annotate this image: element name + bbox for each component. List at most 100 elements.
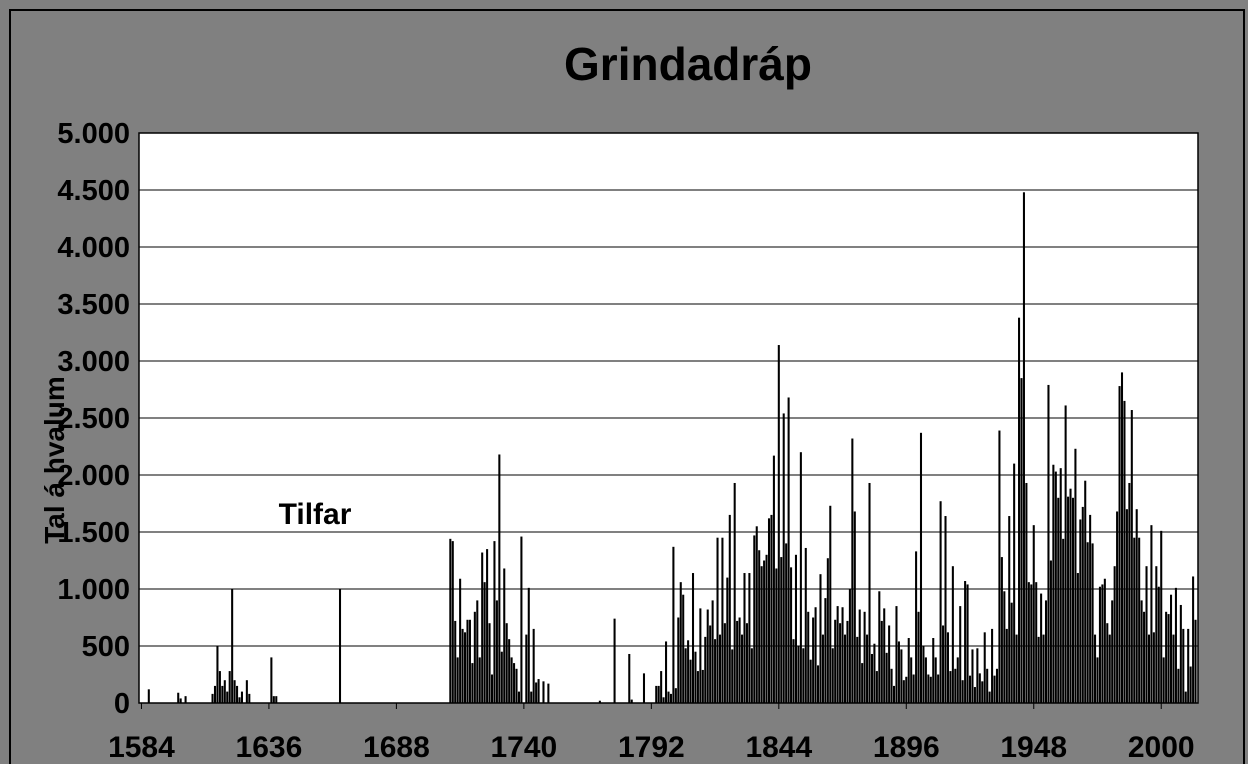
bar bbox=[1167, 614, 1170, 703]
bar bbox=[1086, 542, 1089, 703]
bar bbox=[956, 657, 959, 703]
y-tick-label: 5.000 bbox=[57, 118, 130, 150]
bar bbox=[787, 397, 790, 703]
bar bbox=[665, 641, 668, 703]
bar bbox=[1003, 591, 1006, 703]
bar bbox=[753, 535, 756, 703]
bar bbox=[895, 606, 898, 703]
bar bbox=[758, 550, 761, 703]
bar bbox=[1103, 578, 1106, 703]
bar bbox=[1184, 691, 1187, 703]
bar bbox=[718, 634, 722, 703]
bar bbox=[459, 578, 462, 703]
bar bbox=[812, 617, 815, 703]
bar bbox=[888, 625, 891, 703]
bar bbox=[922, 646, 925, 703]
bar bbox=[834, 619, 837, 703]
bars bbox=[147, 192, 1197, 703]
bar bbox=[741, 634, 744, 703]
bar bbox=[942, 625, 945, 703]
bar bbox=[1018, 317, 1021, 703]
bar bbox=[542, 681, 545, 703]
bar bbox=[1116, 511, 1119, 703]
bar bbox=[505, 623, 508, 703]
bar bbox=[272, 696, 275, 703]
bar bbox=[1133, 537, 1136, 703]
bar bbox=[464, 632, 467, 703]
bar bbox=[900, 649, 903, 703]
bar bbox=[991, 628, 994, 703]
bar bbox=[527, 587, 530, 703]
bar bbox=[1030, 584, 1033, 703]
bar bbox=[667, 691, 670, 703]
bar bbox=[809, 659, 812, 703]
bar bbox=[1106, 623, 1109, 703]
x-tick-label: 1688 bbox=[363, 731, 430, 764]
bar bbox=[863, 611, 866, 703]
plot-border bbox=[138, 132, 1199, 704]
bar bbox=[1150, 525, 1153, 703]
bar bbox=[954, 668, 957, 703]
bar bbox=[451, 541, 454, 703]
bar bbox=[1140, 600, 1143, 703]
y-axis-label: Tal á hvalum bbox=[39, 376, 70, 544]
bar bbox=[988, 691, 991, 703]
bar bbox=[946, 632, 949, 703]
bar bbox=[672, 546, 675, 703]
bar bbox=[892, 685, 896, 703]
bar bbox=[968, 675, 972, 703]
bar bbox=[221, 685, 224, 703]
y-tick-label: 3.000 bbox=[57, 346, 130, 378]
bar bbox=[1035, 582, 1038, 703]
bar bbox=[517, 691, 520, 703]
bar bbox=[763, 560, 766, 703]
bar bbox=[716, 537, 719, 703]
bar bbox=[995, 668, 999, 703]
bar bbox=[674, 688, 677, 703]
bar bbox=[733, 482, 736, 703]
bar bbox=[537, 679, 540, 703]
bar bbox=[248, 693, 251, 703]
bar bbox=[1152, 632, 1155, 703]
bar bbox=[655, 685, 658, 703]
bar bbox=[910, 657, 913, 703]
bar bbox=[986, 668, 989, 703]
bar bbox=[476, 600, 479, 703]
bar bbox=[1044, 600, 1048, 703]
bar bbox=[934, 657, 937, 703]
bar bbox=[829, 505, 832, 703]
bar bbox=[687, 640, 690, 703]
bar bbox=[483, 582, 486, 703]
bar bbox=[481, 552, 484, 703]
bar bbox=[780, 557, 783, 703]
bar bbox=[525, 634, 528, 703]
x-tick-label: 1740 bbox=[490, 731, 557, 764]
bar bbox=[790, 567, 793, 703]
bar bbox=[944, 516, 947, 703]
bar bbox=[726, 577, 729, 703]
bar bbox=[510, 657, 513, 703]
bar bbox=[902, 680, 905, 703]
bar bbox=[905, 676, 908, 703]
chart-title: Grindadráp bbox=[564, 38, 812, 90]
x-tick-label: 2000 bbox=[1128, 731, 1195, 764]
bar bbox=[216, 646, 219, 703]
bar bbox=[628, 653, 631, 703]
bar bbox=[682, 594, 685, 703]
bar bbox=[1143, 611, 1146, 703]
bar bbox=[748, 573, 751, 703]
bar bbox=[848, 589, 851, 703]
bar bbox=[932, 638, 935, 703]
bar bbox=[1172, 634, 1175, 703]
bar bbox=[488, 623, 491, 703]
bar bbox=[701, 669, 704, 703]
bar bbox=[1067, 496, 1070, 703]
bar bbox=[1074, 448, 1077, 703]
bar bbox=[804, 547, 807, 703]
bar bbox=[471, 663, 474, 703]
bar bbox=[1037, 636, 1040, 703]
bar bbox=[1170, 594, 1173, 703]
bar bbox=[799, 452, 802, 703]
bar bbox=[738, 617, 741, 703]
